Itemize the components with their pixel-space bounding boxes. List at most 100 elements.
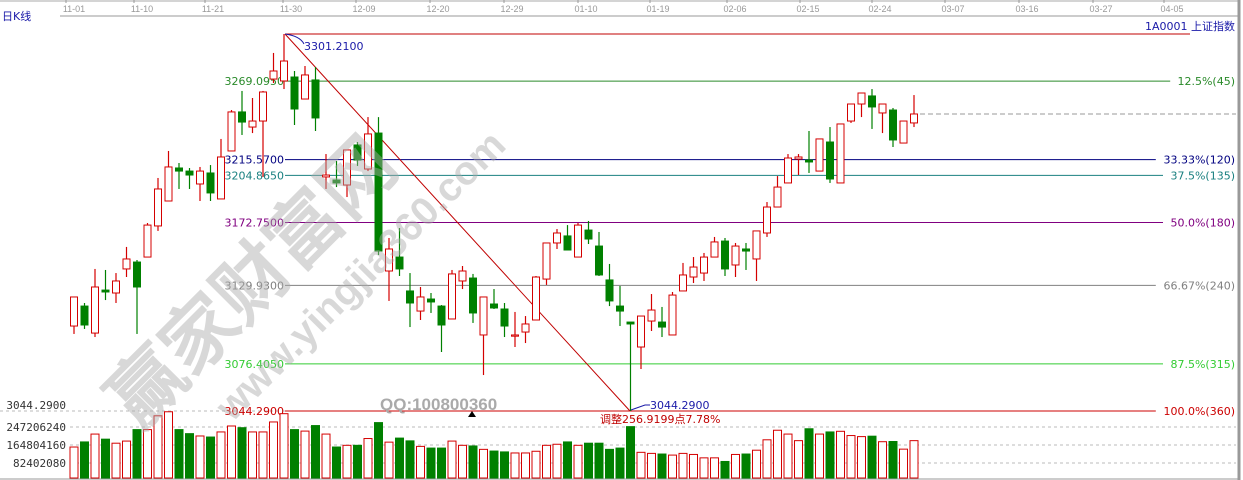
candle[interactable]: [91, 268, 99, 338]
volume-bar[interactable]: [773, 429, 782, 479]
candle[interactable]: [185, 167, 194, 189]
volume-bar[interactable]: [720, 460, 730, 479]
volume-bar[interactable]: [668, 454, 677, 479]
volume-bar[interactable]: [710, 457, 719, 479]
volume-bar[interactable]: [164, 411, 173, 479]
volume-bar[interactable]: [552, 443, 562, 479]
volume-bar[interactable]: [132, 429, 142, 479]
volume-bar[interactable]: [237, 427, 247, 479]
candle[interactable]: [815, 138, 824, 172]
candle[interactable]: [910, 95, 918, 128]
volume-bar[interactable]: [416, 445, 425, 479]
volume-bar[interactable]: [468, 445, 478, 479]
candle[interactable]: [595, 231, 603, 276]
volume-bar[interactable]: [353, 444, 362, 479]
volume-bar[interactable]: [741, 453, 751, 479]
candle[interactable]: [301, 66, 309, 100]
candle[interactable]: [343, 149, 351, 198]
volume-bar[interactable]: [332, 446, 341, 479]
volume-bar[interactable]: [531, 450, 541, 479]
candle[interactable]: [280, 34, 288, 90]
volume-bar[interactable]: [605, 448, 614, 479]
volume-bar[interactable]: [143, 429, 152, 479]
candle[interactable]: [479, 296, 488, 376]
volume-bar[interactable]: [290, 429, 299, 479]
volume-bar[interactable]: [846, 435, 856, 479]
candle[interactable]: [448, 269, 456, 320]
candle[interactable]: [248, 97, 257, 134]
volume-bar[interactable]: [500, 451, 509, 479]
volume-bar[interactable]: [510, 452, 520, 479]
candle[interactable]: [616, 285, 624, 327]
volume-bar[interactable]: [216, 431, 226, 479]
candle[interactable]: [175, 162, 183, 189]
candle[interactable]: [868, 89, 876, 129]
volume-bar[interactable]: [227, 425, 236, 479]
volume-bar[interactable]: [90, 433, 100, 479]
volume-bar[interactable]: [678, 452, 688, 479]
candle[interactable]: [80, 302, 89, 329]
volume-bar[interactable]: [342, 444, 352, 479]
candle[interactable]: [889, 107, 897, 148]
candle[interactable]: [406, 273, 414, 328]
volume-bar[interactable]: [878, 441, 887, 479]
candle[interactable]: [133, 259, 141, 334]
volume-bar[interactable]: [489, 450, 499, 479]
volume-bar[interactable]: [794, 440, 803, 479]
volume-bar[interactable]: [206, 436, 215, 479]
volume-bar[interactable]: [437, 447, 446, 479]
candle[interactable]: [763, 202, 771, 237]
candle[interactable]: [217, 138, 225, 200]
candle[interactable]: [553, 229, 561, 249]
candle[interactable]: [679, 262, 687, 292]
volume-bar[interactable]: [458, 444, 467, 479]
candle[interactable]: [805, 131, 813, 173]
candle[interactable]: [794, 154, 803, 176]
candle[interactable]: [742, 242, 750, 270]
volume-bar[interactable]: [857, 436, 866, 479]
volume-bar[interactable]: [563, 441, 572, 479]
candle[interactable]: [490, 289, 498, 310]
candle[interactable]: [227, 110, 236, 152]
candle[interactable]: [752, 230, 761, 281]
volume-bar[interactable]: [888, 440, 898, 479]
candle[interactable]: [899, 120, 908, 144]
candle[interactable]: [626, 321, 635, 411]
candle[interactable]: [542, 242, 551, 285]
candle[interactable]: [689, 257, 698, 284]
candle[interactable]: [857, 92, 866, 118]
volume-bar[interactable]: [321, 433, 331, 479]
volume-bar[interactable]: [594, 442, 604, 479]
candle[interactable]: [458, 266, 467, 290]
candle[interactable]: [164, 150, 173, 202]
candle[interactable]: [605, 263, 614, 307]
candle[interactable]: [238, 90, 246, 135]
volume-bar[interactable]: [647, 452, 656, 479]
candle[interactable]: [521, 316, 530, 344]
volume-bar[interactable]: [731, 453, 740, 479]
volume-bar[interactable]: [752, 449, 761, 479]
volume-bar[interactable]: [699, 457, 709, 479]
volume-bar[interactable]: [195, 435, 205, 479]
volume-bar[interactable]: [542, 444, 551, 479]
candle[interactable]: [836, 123, 845, 184]
candle[interactable]: [584, 220, 593, 244]
candle[interactable]: [259, 90, 267, 177]
volume-bar[interactable]: [899, 448, 908, 479]
candle[interactable]: [143, 223, 152, 258]
candle[interactable]: [500, 302, 509, 338]
candle[interactable]: [731, 242, 740, 278]
candle[interactable]: [311, 67, 320, 132]
candle[interactable]: [70, 296, 78, 334]
volume-bar[interactable]: [521, 452, 530, 479]
volume-bar[interactable]: [153, 415, 163, 479]
volume-bar[interactable]: [584, 442, 593, 479]
candle[interactable]: [290, 70, 299, 125]
volume-bar[interactable]: [689, 453, 698, 479]
volume-bar[interactable]: [909, 440, 919, 479]
volume-bar[interactable]: [636, 451, 646, 479]
volume-bar[interactable]: [405, 440, 415, 479]
volume-bar[interactable]: [374, 422, 383, 479]
candle[interactable]: [395, 228, 404, 276]
candle[interactable]: [416, 286, 425, 321]
